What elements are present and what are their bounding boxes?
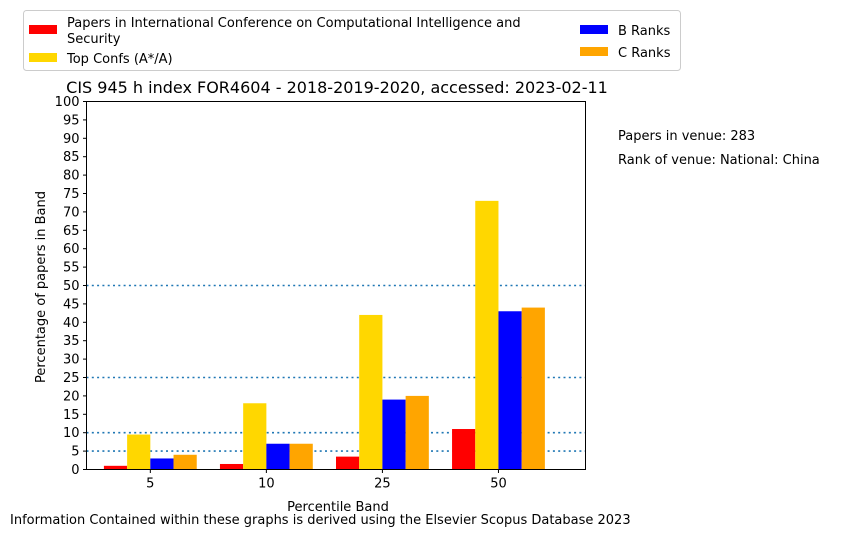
y-tick-label-5: 5 [71,445,79,460]
legend: Papers in International Conference on Co… [23,10,681,71]
legend-label-venue-line2: Security [67,32,121,47]
bar-series1-25 [359,314,383,470]
legend-swatch-top [29,53,57,62]
y-tick-label-70: 70 [63,205,80,220]
y-tick-label-75: 75 [63,187,80,202]
venue-rank-note: Rank of venue: National: China [618,153,820,168]
bar-series2-25 [382,399,406,470]
y-tick-label-55: 55 [63,261,80,276]
x-tick-label-10: 10 [258,477,275,492]
legend-label-venue-line1: Papers in International Conference on Co… [67,16,521,31]
y-tick-label-40: 40 [63,316,80,331]
y-tick-label-50: 50 [63,279,80,294]
legend-swatch-b [580,25,608,34]
y-tick-label-100: 100 [55,95,80,110]
y-tick-label-10: 10 [63,426,80,441]
y-tick-label-95: 95 [63,113,80,128]
bar-series3-5 [173,454,197,470]
bar-series2-5 [150,458,174,470]
bar-series0-50 [452,429,476,470]
y-tick-label-85: 85 [63,150,80,165]
bar-series1-5 [127,434,151,470]
legend-frame [23,10,681,71]
papers-in-venue-note: Papers in venue: 283 [618,129,755,144]
y-tick-label-45: 45 [63,297,80,312]
legend-label-b: B Ranks [618,24,671,39]
bar-series0-25 [336,456,360,470]
x-axis: 5 10 25 50 [146,469,507,492]
bar-series0-5 [103,465,128,470]
bar-series3-10 [289,443,313,470]
reference-lines [86,284,586,452]
legend-label-top: Top Confs (A*/A) [66,52,173,67]
plot-frame [86,101,586,470]
bar-series3-25 [405,395,429,470]
x-tick-label-5: 5 [146,477,154,492]
y-axis-label: Percentage of papers in Band [34,191,49,383]
bars [103,200,545,470]
y-tick-label-65: 65 [63,224,80,239]
legend-swatch-venue [29,25,57,34]
chart-title: CIS 945 h index FOR4604 - 2018-2019-2020… [66,78,608,97]
y-tick-label-80: 80 [63,169,80,184]
y-tick-label-20: 20 [63,389,80,404]
bar-series1-10 [243,403,267,470]
y-tick-label-60: 60 [63,242,80,257]
x-tick-label-25: 25 [374,477,391,492]
bar-series3-50 [521,307,545,470]
y-tick-label-90: 90 [63,132,80,147]
y-tick-label-30: 30 [63,353,80,368]
legend-label-c: C Ranks [618,46,671,61]
x-axis-label: Percentile Band [287,500,389,515]
y-tick-label-15: 15 [63,408,80,423]
bar-series2-50 [498,311,522,470]
y-tick-label-35: 35 [63,334,80,349]
bar-series0-10 [219,463,244,470]
bar-series2-10 [266,443,290,470]
footer-note: Information Contained within these graph… [10,513,631,528]
y-tick-label-0: 0 [71,463,79,478]
x-tick-label-50: 50 [490,477,507,492]
bar-series1-50 [475,200,499,470]
legend-swatch-c [580,47,608,56]
y-axis: 0 5 10 15 20 25 30 35 40 45 50 55 60 65 70 75 80 85 90 95 10… [55,95,87,478]
y-tick-label-25: 25 [63,371,80,386]
